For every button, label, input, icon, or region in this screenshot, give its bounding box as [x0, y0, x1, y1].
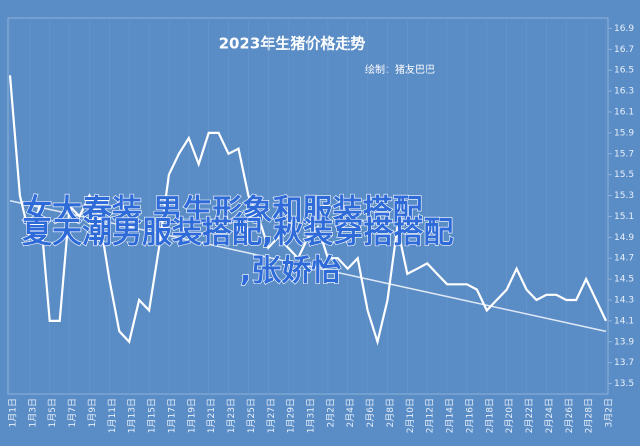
- x-tick-label: 1月27日: [266, 398, 277, 433]
- x-tick-label: 1月21日: [206, 398, 217, 433]
- y-tick-label: 16.9: [614, 24, 634, 34]
- x-tick-label: 2月20日: [504, 398, 515, 433]
- x-tick-label: 2月12日: [425, 398, 436, 433]
- y-tick-label: 13.7: [614, 358, 634, 368]
- x-tick-label: 2月4日: [345, 398, 356, 427]
- y-tick-label: 13.5: [614, 379, 634, 389]
- y-tick-label: 16.7: [614, 45, 634, 55]
- y-tick-label: 14.7: [614, 254, 634, 264]
- x-tick-label: 2月8日: [385, 398, 396, 427]
- x-tick-label: 1月29日: [286, 398, 297, 433]
- x-tick-label: 2月18日: [484, 398, 495, 433]
- x-tick-label: 1月23日: [226, 398, 237, 433]
- x-tick-label: 2月28日: [584, 398, 595, 433]
- overlay-text: 女大春装 男生形象和服装搭配: [22, 194, 422, 229]
- x-tick-label: 2月14日: [445, 398, 456, 433]
- x-tick-label: 1月9日: [87, 398, 98, 427]
- x-tick-label: 2月10日: [405, 398, 416, 433]
- y-tick-label: 14.9: [614, 233, 634, 243]
- x-tick-label: 2月6日: [365, 398, 376, 427]
- x-tick-label: 2月22日: [524, 398, 535, 433]
- line-series: [8, 75, 607, 346]
- y-tick-label: 15.9: [614, 128, 634, 138]
- y-tick-label: 16.1: [614, 108, 634, 118]
- x-tick-label: 2月16日: [464, 398, 475, 433]
- overlay-text: 夏天潮男服装搭配,秋装穿搭搭配: [22, 216, 453, 251]
- x-tick-label: 1月19日: [186, 398, 197, 433]
- y-tick-label: 16.3: [614, 87, 634, 97]
- overlay-text: ,张娇怡: [240, 254, 341, 289]
- y-tick-label: 15.3: [614, 191, 634, 201]
- x-tick-label: 1月7日: [67, 398, 78, 427]
- y-tick-label: 16.5: [614, 66, 634, 76]
- trend-line: [9, 200, 607, 333]
- x-tick-label: 1月25日: [246, 398, 257, 433]
- overlay: 女大春装 男生形象和服装搭配 夏天潮男服装搭配,秋装穿搭搭配 ,张娇怡: [21, 193, 454, 289]
- x-tick-label: 1月5日: [47, 398, 58, 427]
- x-tick-label: 1月31日: [306, 398, 317, 433]
- y-tick-label: 15.5: [614, 170, 634, 180]
- x-tick-label: 1月13日: [127, 398, 138, 433]
- y-tick-label: 15.1: [614, 212, 634, 222]
- x-tick-label: 1月11日: [107, 398, 118, 433]
- y-tick-label: 14.3: [614, 296, 634, 306]
- y-tick-label: 14.1: [614, 316, 634, 326]
- y-tick-label: 13.9: [614, 337, 634, 347]
- x-tick-label: 2月2日: [325, 398, 336, 427]
- x-tick-label: 3月2日: [604, 398, 615, 427]
- x-tick-label: 1月3日: [27, 398, 38, 427]
- x-tick-label: 1月1日: [8, 398, 19, 427]
- x-tick-label: 1月17日: [166, 398, 177, 433]
- x-tick-label: 2月26日: [564, 398, 575, 433]
- x-tick-label: 2月24日: [544, 398, 555, 433]
- chart-title: 2023年生猪价格走势: [219, 35, 366, 53]
- x-tick-label: 1月15日: [147, 398, 158, 433]
- y-tick-label: 15.7: [614, 149, 634, 159]
- y-tick-label: 14.5: [614, 275, 634, 285]
- plot: 13.5 13.7 13.9 14.1 14.3 14.5 14.7 14.9 15.1 15.3…: [8, 18, 634, 433]
- chart-subtitle: 绘制：猪友巴巴: [365, 63, 435, 76]
